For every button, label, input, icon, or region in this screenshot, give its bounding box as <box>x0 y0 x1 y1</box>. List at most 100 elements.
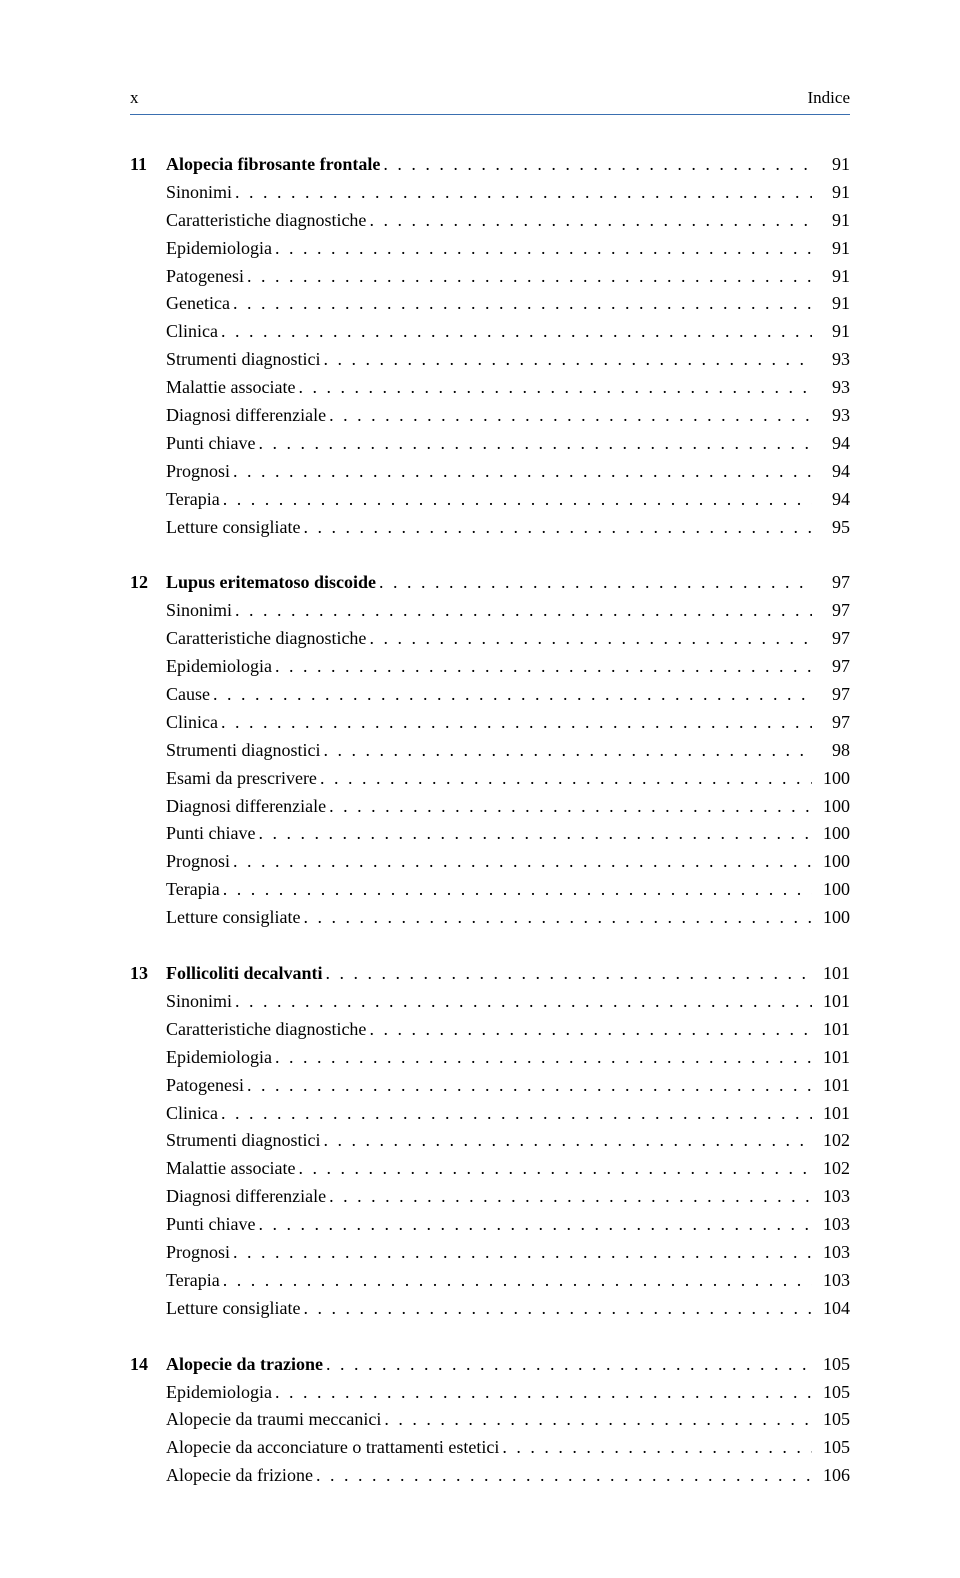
entry-page: 101 <box>812 1100 850 1128</box>
entry-page: 97 <box>812 681 850 709</box>
toc-entry: Caratteristiche diagnostiche . . . . . .… <box>130 625 850 653</box>
leader-dots: . . . . . . . . . . . . . . . . . . . . … <box>218 318 812 346</box>
entry-label: Terapia <box>166 486 220 514</box>
entry-page: 95 <box>812 514 850 542</box>
toc-entry: Punti chiave . . . . . . . . . . . . . .… <box>130 820 850 848</box>
leader-dots: . . . . . . . . . . . . . . . . . . . . … <box>220 1267 812 1295</box>
leader-dots: . . . . . . . . . . . . . . . . . . . . … <box>322 960 812 988</box>
entry-label: Clinica <box>166 709 218 737</box>
toc-entry: Clinica . . . . . . . . . . . . . . . . … <box>130 318 850 346</box>
entry-label: Alopecie da acconciature o trattamenti e… <box>166 1434 499 1462</box>
toc-entry: Epidemiologia . . . . . . . . . . . . . … <box>130 1379 850 1407</box>
entry-label: Strumenti diagnostici <box>166 1127 321 1155</box>
toc-entry: Strumenti diagnostici . . . . . . . . . … <box>130 1127 850 1155</box>
entry-page: 100 <box>812 848 850 876</box>
entry-label: Clinica <box>166 1100 218 1128</box>
entry-label: Clinica <box>166 318 218 346</box>
leader-dots: . . . . . . . . . . . . . . . . . . . . … <box>232 597 812 625</box>
leader-dots: . . . . . . . . . . . . . . . . . . . . … <box>300 904 812 932</box>
toc-entry: Epidemiologia . . . . . . . . . . . . . … <box>130 235 850 263</box>
chapter-row: 13Follicoliti decalvanti . . . . . . . .… <box>130 960 850 988</box>
entry-page: 91 <box>812 263 850 291</box>
leader-dots: . . . . . . . . . . . . . . . . . . . . … <box>218 1100 812 1128</box>
toc-entry: Caratteristiche diagnostiche . . . . . .… <box>130 1016 850 1044</box>
toc-entry: Epidemiologia . . . . . . . . . . . . . … <box>130 653 850 681</box>
toc-entry: Strumenti diagnostici . . . . . . . . . … <box>130 346 850 374</box>
entry-page: 91 <box>812 290 850 318</box>
leader-dots: . . . . . . . . . . . . . . . . . . . . … <box>255 820 812 848</box>
entry-page: 97 <box>812 709 850 737</box>
leader-dots: . . . . . . . . . . . . . . . . . . . . … <box>230 848 812 876</box>
toc-entry: Alopecie da traumi meccanici . . . . . .… <box>130 1406 850 1434</box>
entry-label: Terapia <box>166 876 220 904</box>
leader-dots: . . . . . . . . . . . . . . . . . . . . … <box>232 179 812 207</box>
entry-page: 102 <box>812 1127 850 1155</box>
chapter: 11Alopecia fibrosante frontale . . . . .… <box>130 151 850 541</box>
entry-label: Sinonimi <box>166 597 232 625</box>
leader-dots: . . . . . . . . . . . . . . . . . . . . … <box>272 1044 812 1072</box>
leader-dots: . . . . . . . . . . . . . . . . . . . . … <box>230 290 812 318</box>
toc-entry: Letture consigliate . . . . . . . . . . … <box>130 1295 850 1323</box>
entry-page: 102 <box>812 1155 850 1183</box>
entry-label: Diagnosi differenziale <box>166 793 326 821</box>
entry-label: Strumenti diagnostici <box>166 346 321 374</box>
toc-entry: Terapia . . . . . . . . . . . . . . . . … <box>130 1267 850 1295</box>
toc-entry: Patogenesi . . . . . . . . . . . . . . .… <box>130 263 850 291</box>
leader-dots: . . . . . . . . . . . . . . . . . . . . … <box>326 1183 812 1211</box>
chapter-page: 97 <box>812 569 850 597</box>
toc-entry: Prognosi . . . . . . . . . . . . . . . .… <box>130 1239 850 1267</box>
chapter-row: 11Alopecia fibrosante frontale . . . . .… <box>130 151 850 179</box>
entry-page: 101 <box>812 988 850 1016</box>
entry-page: 94 <box>812 430 850 458</box>
leader-dots: . . . . . . . . . . . . . . . . . . . . … <box>255 430 812 458</box>
entry-page: 94 <box>812 486 850 514</box>
leader-dots: . . . . . . . . . . . . . . . . . . . . … <box>230 1239 812 1267</box>
entry-page: 105 <box>812 1406 850 1434</box>
entry-page: 91 <box>812 179 850 207</box>
entry-label: Caratteristiche diagnostiche <box>166 1016 366 1044</box>
entry-label: Cause <box>166 681 210 709</box>
toc-entry: Punti chiave . . . . . . . . . . . . . .… <box>130 430 850 458</box>
leader-dots: . . . . . . . . . . . . . . . . . . . . … <box>272 653 812 681</box>
entry-label: Esami da prescrivere <box>166 765 317 793</box>
chapter-number: 11 <box>130 151 166 179</box>
toc-entry: Esami da prescrivere . . . . . . . . . .… <box>130 765 850 793</box>
entry-label: Letture consigliate <box>166 904 300 932</box>
leader-dots: . . . . . . . . . . . . . . . . . . . . … <box>323 1351 812 1379</box>
toc-entry: Strumenti diagnostici . . . . . . . . . … <box>130 737 850 765</box>
section-label: Indice <box>808 88 850 108</box>
leader-dots: . . . . . . . . . . . . . . . . . . . . … <box>220 876 812 904</box>
entry-label: Sinonimi <box>166 988 232 1016</box>
entry-page: 103 <box>812 1267 850 1295</box>
toc-entry: Epidemiologia . . . . . . . . . . . . . … <box>130 1044 850 1072</box>
entry-page: 101 <box>812 1044 850 1072</box>
entry-label: Prognosi <box>166 848 230 876</box>
leader-dots: . . . . . . . . . . . . . . . . . . . . … <box>230 458 812 486</box>
entry-page: 100 <box>812 765 850 793</box>
leader-dots: . . . . . . . . . . . . . . . . . . . . … <box>366 1016 812 1044</box>
entry-label: Caratteristiche diagnostiche <box>166 625 366 653</box>
leader-dots: . . . . . . . . . . . . . . . . . . . . … <box>244 1072 812 1100</box>
chapter-number: 14 <box>130 1351 166 1379</box>
entry-page: 103 <box>812 1239 850 1267</box>
entry-label: Letture consigliate <box>166 514 300 542</box>
toc-entry: Malattie associate . . . . . . . . . . .… <box>130 1155 850 1183</box>
chapter-row: 12Lupus eritematoso discoide . . . . . .… <box>130 569 850 597</box>
leader-dots: . . . . . . . . . . . . . . . . . . . . … <box>220 486 812 514</box>
leader-dots: . . . . . . . . . . . . . . . . . . . . … <box>272 235 812 263</box>
toc-entry: Terapia . . . . . . . . . . . . . . . . … <box>130 486 850 514</box>
entry-page: 97 <box>812 653 850 681</box>
entry-label: Patogenesi <box>166 1072 244 1100</box>
entry-page: 100 <box>812 820 850 848</box>
entry-page: 103 <box>812 1211 850 1239</box>
entry-page: 103 <box>812 1183 850 1211</box>
entry-label: Epidemiologia <box>166 653 272 681</box>
toc-entry: Caratteristiche diagnostiche . . . . . .… <box>130 207 850 235</box>
leader-dots: . . . . . . . . . . . . . . . . . . . . … <box>366 625 812 653</box>
entry-label: Prognosi <box>166 1239 230 1267</box>
entry-page: 91 <box>812 318 850 346</box>
leader-dots: . . . . . . . . . . . . . . . . . . . . … <box>244 263 812 291</box>
chapter-row: 14Alopecie da trazione . . . . . . . . .… <box>130 1351 850 1379</box>
entry-page: 97 <box>812 625 850 653</box>
toc-entry: Clinica . . . . . . . . . . . . . . . . … <box>130 1100 850 1128</box>
